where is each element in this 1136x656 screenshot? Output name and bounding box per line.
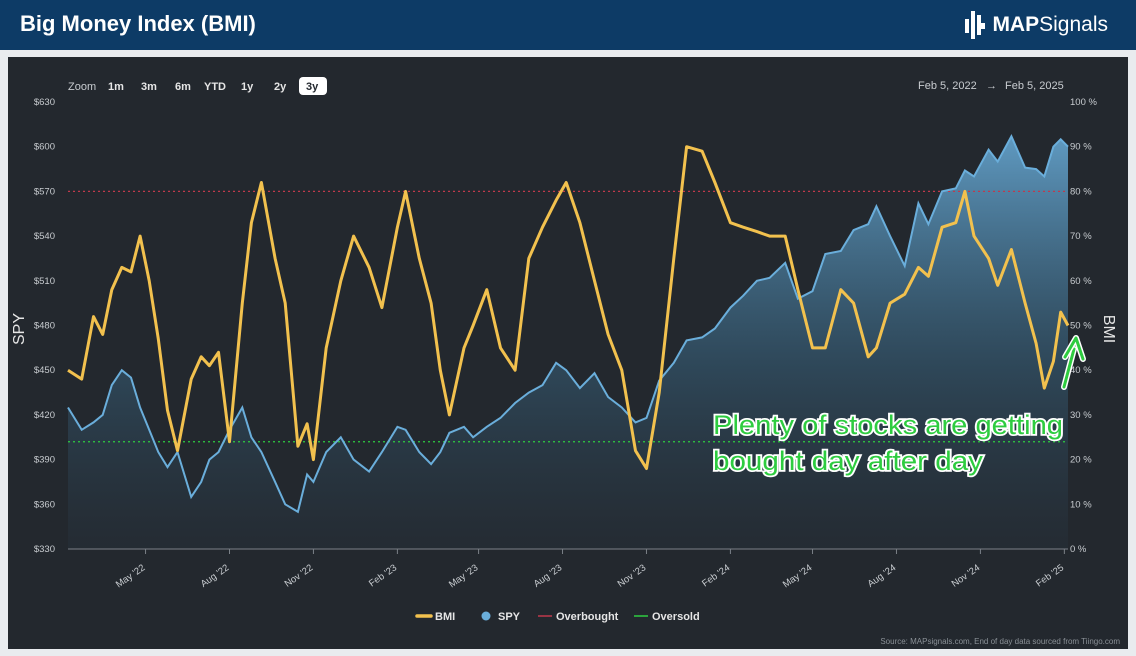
chart-legend: BMI SPY Overbought Oversold — [415, 611, 700, 623]
spy-tick-label: $420 — [34, 410, 55, 421]
source-note: Source: MAPsignals.com, End of day data … — [880, 637, 1120, 646]
x-tick-label: Feb '25 — [1034, 562, 1066, 589]
legend-item-bmi[interactable]: BMI — [415, 611, 455, 623]
spy-tick-label: $360 — [34, 499, 55, 510]
date-to[interactable]: Feb 5, 2025 — [1005, 80, 1064, 92]
spy-tick-label: $540 — [34, 231, 55, 242]
legend-item-oversold[interactable]: Oversold — [634, 611, 700, 623]
spy-series-line — [67, 134, 1069, 514]
spy-tick-label: $330 — [34, 544, 55, 555]
spy-tick-label: $450 — [34, 365, 55, 376]
bmi-tick-label: 60 % — [1070, 276, 1092, 287]
bmi-tick-label: 90 % — [1070, 142, 1092, 153]
bmi-tick-label: 50 % — [1070, 321, 1092, 332]
bmi-tick-label: 40 % — [1070, 365, 1092, 376]
legend-item-overbought[interactable]: Overbought — [538, 611, 619, 623]
zoom-button-2y[interactable]: 2y — [274, 81, 287, 93]
x-tick-label: May '23 — [447, 562, 480, 590]
zoom-buttons: 1m 3m 6m YTD 1y 2y 3y — [108, 77, 327, 95]
header-bar: Big Money Index (BMI) MAPSignals — [0, 0, 1136, 50]
legend-item-spy[interactable]: SPY — [481, 611, 521, 623]
legend-label: BMI — [435, 611, 455, 623]
spy-tick-label: $630 — [34, 97, 55, 108]
x-tick-label: Aug '22 — [199, 562, 231, 589]
x-tick-label: Feb '23 — [367, 562, 399, 589]
date-arrow: → — [986, 80, 997, 92]
zoom-button-label: 1m — [108, 81, 124, 93]
zoom-button-label: 3y — [306, 81, 319, 93]
logo-text-bold: MAP — [992, 13, 1040, 36]
bmi-tick-label: 10 % — [1070, 499, 1092, 510]
spy-tick-label: $510 — [34, 276, 55, 287]
zoom-button-label: 6m — [175, 81, 191, 93]
spy-tick-label: $600 — [34, 142, 55, 153]
zoom-toolbar: Zoom 1m 3m 6m YTD 1y 2y 3y Feb 5, 2022 → Feb 5… — [68, 77, 1064, 95]
spy-tick-label: $570 — [34, 186, 55, 197]
mapsignals-logo-icon — [965, 11, 986, 39]
zoom-button-3y[interactable]: 3y — [299, 77, 327, 95]
zoom-button-6m[interactable]: 6m — [175, 81, 191, 93]
page-title: Big Money Index (BMI) — [20, 11, 256, 36]
legend-swatch — [481, 611, 491, 621]
spy-tick-label: $480 — [34, 321, 55, 332]
zoom-label: Zoom — [68, 81, 96, 93]
x-tick-label: Aug '23 — [532, 562, 564, 589]
annotation: Plenty of stocks are getting bought day … — [711, 335, 1086, 478]
brand-logo[interactable]: MAPSignals — [964, 8, 1108, 42]
zoom-button-3m[interactable]: 3m — [141, 81, 157, 93]
bmi-tick-label: 80 % — [1070, 186, 1092, 197]
date-axis-ticks: May '22 Aug '22 Nov '22 Feb '23 May '23 Aug '… — [114, 549, 1066, 590]
logo-text-regular: Signals — [1039, 13, 1108, 36]
bmi-spy-chart: Zoom 1m 3m 6m YTD 1y 2y 3y Feb 5, 2022 → Feb 5… — [11, 77, 1120, 646]
bmi-tick-label: 30 % — [1070, 410, 1092, 421]
legend-label: Overbought — [556, 611, 619, 623]
zoom-button-1m[interactable]: 1m — [108, 81, 124, 93]
x-tick-label: Nov '24 — [950, 562, 982, 589]
bmi-axis-title: BMI — [1100, 315, 1117, 343]
chart-panel: Zoom 1m 3m 6m YTD 1y 2y 3y Feb 5, 2022 → Feb 5… — [8, 57, 1128, 649]
zoom-button-label: YTD — [204, 81, 226, 93]
bmi-tick-label: 70 % — [1070, 231, 1092, 242]
spy-axis-title: SPY — [11, 313, 28, 345]
annotation-line-1: Plenty of stocks are getting — [713, 410, 1063, 440]
legend-label: Oversold — [652, 611, 700, 623]
spy-area-fill — [68, 136, 1068, 550]
zoom-button-label: 2y — [274, 81, 287, 93]
up-arrow-icon — [1061, 335, 1086, 390]
x-tick-label: Aug '24 — [866, 562, 898, 589]
plot-area: $630 $600 $570 $540 $510 $480 $450 $420 $390 $360… — [11, 97, 1117, 590]
x-tick-label: May '22 — [114, 562, 147, 590]
bmi-tick-label: 100 % — [1070, 97, 1097, 108]
zoom-button-active-bg — [299, 77, 327, 95]
zoom-button-ytd[interactable]: YTD — [204, 81, 226, 93]
bmi-axis-ticks: 100 % 90 % 80 % 70 % 60 % 50 % 40 % 30 % 20 % 10 … — [1070, 97, 1097, 555]
bmi-series-line — [67, 145, 1070, 470]
x-tick-label: May '24 — [781, 562, 814, 590]
x-tick-label: Feb '24 — [700, 562, 732, 589]
legend-label: SPY — [498, 611, 521, 623]
annotation-line-2: bought day after day — [713, 446, 984, 476]
date-from[interactable]: Feb 5, 2022 — [918, 80, 977, 92]
spy-tick-label: $390 — [34, 455, 55, 466]
bmi-tick-label: 20 % — [1070, 455, 1092, 466]
x-tick-label: Nov '23 — [616, 562, 648, 589]
bmi-tick-label: 0 % — [1070, 544, 1087, 555]
zoom-button-label: 3m — [141, 81, 157, 93]
logo-wordmark: MAPSignals — [992, 13, 1108, 37]
zoom-button-label: 1y — [241, 81, 254, 93]
spy-axis-ticks: $630 $600 $570 $540 $510 $480 $450 $420 $390 $360… — [34, 97, 55, 555]
x-tick-label: Nov '22 — [283, 562, 315, 589]
zoom-button-1y[interactable]: 1y — [241, 81, 254, 93]
